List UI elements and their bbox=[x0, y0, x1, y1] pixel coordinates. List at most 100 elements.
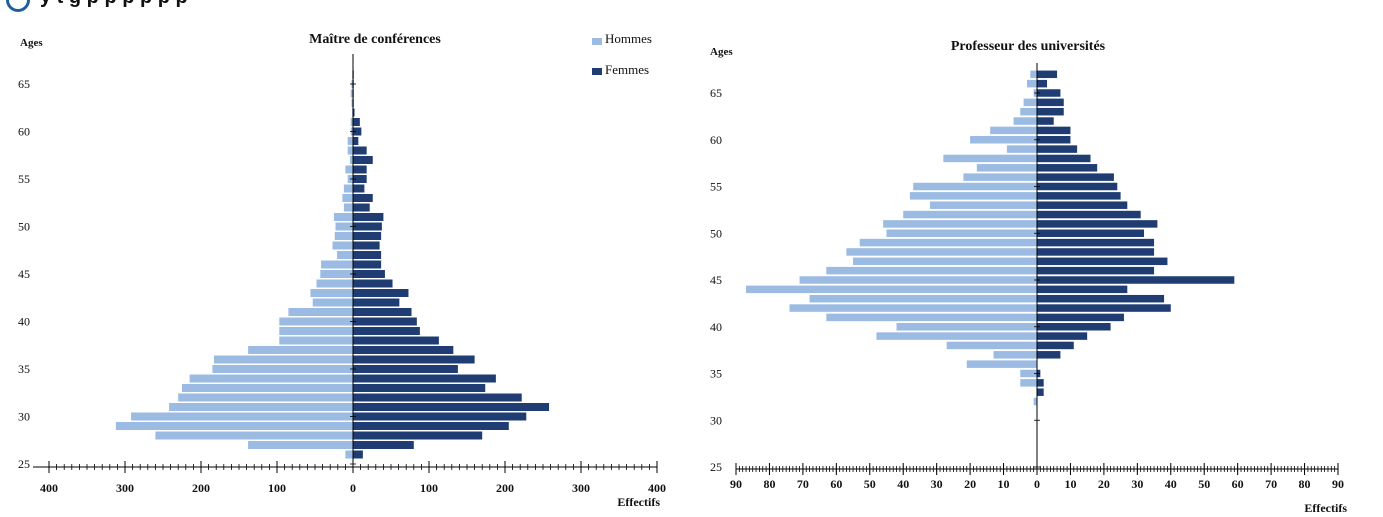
y-tick-label: 45 bbox=[710, 273, 722, 287]
bar-hommes bbox=[883, 220, 1037, 228]
y-tick-label: 25 bbox=[18, 457, 30, 471]
bar-femmes bbox=[1037, 341, 1074, 350]
y-tick-label: 45 bbox=[18, 267, 30, 281]
y-tick-label: 40 bbox=[18, 315, 30, 329]
bar-hommes bbox=[248, 346, 353, 354]
bar-hommes bbox=[343, 184, 353, 193]
y-tick-label: 40 bbox=[710, 320, 722, 334]
y-tick-label: 25 bbox=[710, 460, 722, 474]
x-tick-label: 90 bbox=[730, 477, 742, 491]
bar-femmes bbox=[353, 450, 363, 459]
bar-femmes bbox=[353, 241, 380, 250]
y-tick-label: 60 bbox=[710, 133, 722, 147]
bar-hommes bbox=[213, 355, 353, 364]
bar-femmes bbox=[353, 336, 439, 345]
bar-hommes bbox=[1026, 79, 1037, 88]
bar-femmes bbox=[1037, 294, 1165, 303]
bar-femmes bbox=[1037, 154, 1091, 163]
bar-femmes bbox=[1037, 323, 1111, 331]
chart-title: Professeur des universités bbox=[951, 39, 1106, 54]
x-tick-label: 70 bbox=[797, 477, 809, 491]
bar-hommes bbox=[212, 365, 353, 373]
bar-femmes bbox=[353, 127, 362, 136]
bar-femmes bbox=[353, 384, 486, 392]
legend-label-hommes: Hommes bbox=[605, 31, 652, 46]
bar-hommes bbox=[1020, 369, 1037, 378]
bar-femmes bbox=[353, 260, 382, 269]
bar-hommes bbox=[966, 360, 1037, 368]
bar-hommes bbox=[332, 241, 353, 250]
bar-hommes bbox=[310, 289, 353, 297]
bar-femmes bbox=[353, 317, 417, 326]
x-tick-label: 0 bbox=[1034, 477, 1040, 491]
bar-femmes bbox=[1037, 136, 1071, 144]
bar-hommes bbox=[350, 118, 353, 126]
bar-femmes bbox=[353, 298, 400, 307]
bar-femmes bbox=[353, 393, 522, 402]
x-tick-label: 100 bbox=[268, 481, 286, 495]
bar-femmes bbox=[353, 175, 367, 183]
x-tick-label: 10 bbox=[1064, 477, 1076, 491]
x-tick-label: 30 bbox=[931, 477, 943, 491]
bar-femmes bbox=[1037, 313, 1124, 322]
bar-hommes bbox=[799, 276, 1037, 284]
bar-hommes bbox=[115, 422, 353, 430]
bar-hommes bbox=[169, 403, 353, 411]
y-axis-label: Ages bbox=[20, 37, 43, 49]
bar-femmes bbox=[1037, 182, 1118, 191]
x-tick-label: 60 bbox=[1232, 477, 1244, 491]
y-tick-label: 60 bbox=[18, 125, 30, 139]
bar-hommes bbox=[345, 450, 353, 459]
bar-hommes bbox=[335, 222, 353, 231]
bar-femmes bbox=[1037, 117, 1054, 125]
bar-femmes bbox=[1037, 89, 1061, 97]
chart-maitre: 400 300 200 100 0 100 200 300 400 25 30 35 40 45 50 55 6… bbox=[18, 31, 666, 509]
bar-femmes bbox=[353, 431, 483, 440]
header-text: y t g p p p p p p bbox=[40, 0, 188, 9]
bar-femmes bbox=[1037, 304, 1171, 312]
bar-femmes bbox=[353, 146, 367, 155]
bar-femmes bbox=[353, 156, 373, 164]
bar-femmes bbox=[1037, 266, 1155, 275]
x-tick-label: 10 bbox=[998, 477, 1010, 491]
bar-hommes bbox=[909, 192, 1037, 200]
x-tick-label: 0 bbox=[350, 481, 356, 495]
bar-hommes bbox=[343, 203, 353, 212]
bar-femmes bbox=[353, 194, 373, 202]
bar-femmes bbox=[1037, 126, 1071, 135]
chart-title: Maître de conférences bbox=[309, 32, 441, 47]
chart-professeur: 90 80 70 60 50 40 30 20 10 0 10 20 30 40 50 60 70 80 90 25 3… bbox=[710, 39, 1347, 515]
bar-hommes bbox=[182, 384, 353, 392]
x-tick-label: 70 bbox=[1265, 477, 1277, 491]
bar-femmes bbox=[353, 232, 382, 240]
bar-hommes bbox=[189, 374, 353, 383]
bar-hommes bbox=[312, 298, 353, 307]
bar-hommes bbox=[913, 182, 1037, 191]
bar-femmes bbox=[353, 222, 382, 231]
bar-femmes bbox=[1037, 192, 1121, 200]
bar-hommes bbox=[345, 165, 353, 174]
x-axis-label: Effectifs bbox=[1304, 501, 1347, 515]
bar-hommes bbox=[976, 164, 1037, 172]
bar-femmes bbox=[1037, 210, 1141, 219]
bar-hommes bbox=[279, 336, 353, 345]
bar-hommes bbox=[789, 304, 1037, 312]
bar-hommes bbox=[347, 146, 353, 155]
bar-hommes bbox=[334, 232, 353, 240]
header-strip: y t g p p p p p p bbox=[0, 0, 1383, 22]
bar-femmes bbox=[1037, 164, 1098, 172]
bar-hommes bbox=[288, 308, 353, 316]
bar-femmes bbox=[1037, 351, 1061, 359]
y-tick-label: 35 bbox=[18, 362, 30, 376]
bar-femmes bbox=[353, 308, 412, 316]
x-tick-label: 50 bbox=[864, 477, 876, 491]
bar-femmes bbox=[1037, 98, 1064, 107]
x-tick-label: 40 bbox=[1165, 477, 1177, 491]
bar-femmes bbox=[1037, 201, 1128, 209]
bar-hommes bbox=[846, 248, 1037, 256]
y-tick-label: 50 bbox=[710, 226, 722, 240]
y-tick-label: 55 bbox=[18, 172, 30, 186]
bar-hommes bbox=[349, 156, 353, 164]
bar-femmes bbox=[353, 203, 370, 212]
